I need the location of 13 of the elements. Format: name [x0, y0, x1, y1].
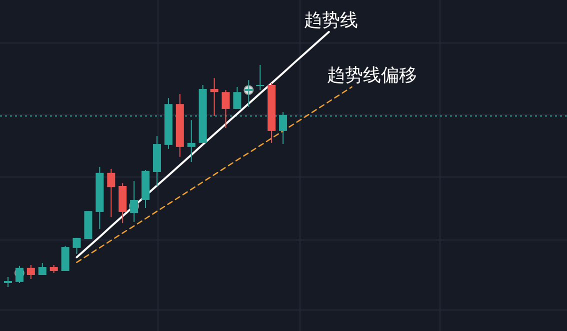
candlestick	[4, 276, 12, 288]
candlestick	[61, 245, 70, 272]
candlestick	[279, 112, 288, 145]
candlestick	[107, 168, 116, 218]
candlestick	[187, 120, 196, 163]
candlestick	[72, 237, 81, 254]
candlestick	[222, 90, 230, 129]
candlestick	[244, 80, 253, 108]
text: 趋势线	[304, 10, 358, 31]
candlestick	[210, 78, 218, 117]
candlestick	[26, 264, 35, 280]
candlestick	[233, 86, 242, 110]
annotation: 趋势线偏移	[326, 64, 417, 86]
